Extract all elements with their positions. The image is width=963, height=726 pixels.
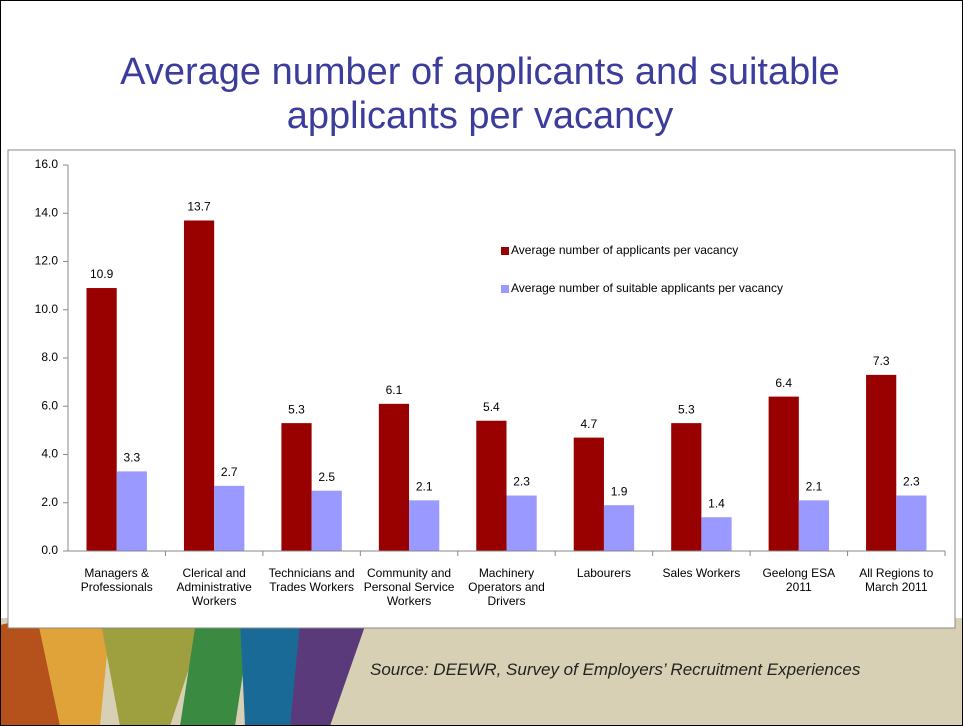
data-label: 5.4 [483, 400, 500, 414]
data-label: 7.3 [873, 354, 890, 368]
data-label: 1.9 [611, 484, 628, 498]
source-note: Source: DEEWR, Survey of Employers’ Recr… [370, 660, 861, 679]
bar [183, 220, 215, 552]
y-tick-label: 6.0 [41, 398, 58, 412]
data-label: 2.3 [513, 475, 530, 489]
legend-swatch [501, 285, 509, 293]
bar [768, 396, 799, 551]
bar [378, 403, 410, 551]
decor [38, 620, 110, 726]
data-label: 5.3 [288, 402, 305, 416]
y-tick-label: 8.0 [41, 350, 58, 364]
data-label: 6.1 [386, 383, 403, 397]
y-tick-label: 10.0 [35, 302, 59, 316]
data-label: 13.7 [187, 200, 211, 214]
decor [290, 622, 365, 726]
data-label: 2.1 [806, 480, 823, 494]
bar [214, 485, 245, 551]
data-label: 6.4 [775, 376, 792, 390]
decor [240, 616, 305, 726]
bar [116, 471, 147, 551]
bar [573, 437, 604, 551]
bar [506, 495, 537, 551]
decor [180, 624, 250, 726]
x-tick-label: Labourers [576, 566, 631, 580]
y-tick-label: 12.0 [35, 254, 59, 268]
bar [701, 517, 732, 551]
data-label: 2.1 [416, 480, 433, 494]
data-label: 5.3 [678, 402, 695, 416]
bar [86, 288, 117, 551]
bar [671, 423, 702, 551]
x-tick-label: Community and Personal Service Workers [363, 566, 455, 608]
bar [603, 505, 635, 551]
legend-label: Average number of applicants per vacancy [511, 243, 738, 257]
bar [281, 423, 312, 551]
x-tick-label: Sales Workers [662, 566, 741, 580]
bar [896, 495, 927, 551]
data-label: 10.9 [90, 267, 114, 281]
y-tick-label: 4.0 [41, 447, 58, 461]
data-label: 1.4 [708, 496, 725, 510]
y-tick-label: 16.0 [35, 157, 59, 171]
x-tick-label: All Regions to March 2011 [859, 566, 934, 594]
bar [311, 490, 342, 551]
data-label: 2.7 [221, 465, 238, 479]
decor [100, 615, 205, 726]
bar [798, 500, 830, 551]
x-tick-label: Managers & Professionals [80, 566, 153, 594]
x-tick-label: Machinery Operators and Drivers [468, 566, 545, 608]
data-label: 2.5 [318, 470, 335, 484]
data-label: 4.7 [580, 417, 597, 431]
x-tick-label: Geelong ESA 2011 [762, 566, 836, 594]
x-tick-label: Technicians and Trades Workers [268, 566, 355, 594]
x-tick-label: Clerical and Administrative Workers [176, 566, 252, 608]
data-label: 2.3 [903, 475, 920, 489]
y-tick-label: 0.0 [41, 543, 58, 557]
legend-label: Average number of suitable applicants pe… [511, 281, 783, 295]
bar [476, 420, 507, 551]
bar [866, 374, 897, 551]
chart-title: Average number of applicants and suitabl… [120, 51, 840, 137]
y-tick-label: 14.0 [35, 205, 59, 219]
legend-swatch [501, 247, 509, 255]
data-label: 3.3 [123, 451, 140, 465]
bar [409, 500, 440, 551]
chart-area [7, 149, 956, 629]
y-tick-label: 2.0 [41, 495, 58, 509]
